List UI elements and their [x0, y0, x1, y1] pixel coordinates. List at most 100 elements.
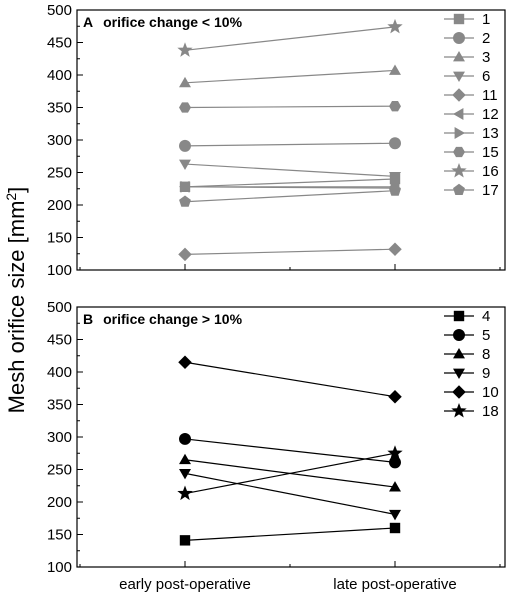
legend-label-4: 4: [482, 308, 490, 325]
legend-marker-16: [451, 162, 467, 178]
x-axis-labels: early post-operative late post-operative: [119, 576, 457, 593]
series-line-2: [184, 142, 396, 147]
series-line-10: [184, 361, 396, 398]
legend-label-5: 5: [482, 327, 490, 344]
y-tick-label: 200: [47, 494, 72, 511]
data-point-4-late: [389, 522, 401, 534]
legend-label-2: 2: [482, 30, 490, 47]
series-line-13: [184, 186, 396, 189]
y-tick-label: 300: [47, 429, 72, 446]
data-point-10-early: [178, 355, 192, 370]
y-tick-label: 450: [47, 332, 72, 349]
legend: 4 5 8 9 10 18: [444, 308, 499, 420]
legend-marker-9: [453, 368, 465, 379]
legend-marker-8: [453, 348, 465, 359]
x-tick-label: late post-operative: [333, 576, 456, 593]
data-point-9-early: [179, 468, 191, 480]
series-line-15: [184, 105, 396, 109]
legend-marker-2: [453, 32, 465, 44]
data-point-8-early: [179, 453, 191, 465]
panel-letter: A: [83, 14, 93, 30]
series-line-16: [184, 26, 396, 51]
y-tick-label: 150: [47, 230, 72, 247]
y-tick-label: 400: [47, 67, 72, 84]
y-tick-label: 150: [47, 527, 72, 544]
legend-label-1: 1: [482, 11, 490, 28]
series-line-1: [184, 178, 396, 188]
series-line-3: [184, 69, 396, 84]
plot-frame: [76, 306, 506, 568]
data-point-8-late: [389, 481, 401, 492]
data-point-16-late: [387, 18, 403, 34]
legend-marker-12: [453, 108, 464, 120]
y-tick-label: 350: [47, 397, 72, 414]
data-point-15-late: [389, 101, 401, 112]
legend-marker-18: [451, 402, 467, 418]
legend-marker-17: [453, 183, 465, 196]
y-axis-title-superscript: 2: [3, 193, 19, 201]
x-tick-label: early post-operative: [119, 576, 251, 593]
data-point-2-early: [179, 139, 191, 152]
data-point-11-late: [388, 242, 402, 256]
legend-label-9: 9: [482, 365, 490, 382]
panel-title-text: orifice change > 10%: [103, 311, 242, 327]
legend-marker-4: [453, 310, 465, 322]
y-tick-label: 300: [47, 132, 72, 149]
data-point-5-late: [389, 456, 401, 469]
legend-label-11: 11: [482, 87, 498, 104]
data-point-13-early: [180, 180, 191, 193]
legend-label-10: 10: [482, 384, 499, 401]
data-point-18-early: [177, 485, 193, 501]
panel-title-text: orifice change < 10%: [103, 14, 242, 30]
y-tick-label: 100: [47, 262, 72, 279]
data-point-5-early: [179, 432, 191, 445]
panel-letter: B: [83, 311, 93, 327]
legend-label-6: 6: [482, 68, 490, 85]
legend-marker-15: [453, 146, 465, 158]
y-tick-label: 500: [47, 2, 72, 19]
y-tick-label: 400: [47, 364, 72, 381]
data-point-17-late: [389, 184, 401, 196]
legend-label-8: 8: [482, 346, 490, 363]
data-point-3-late: [389, 64, 401, 75]
data-point-6-early: [179, 159, 191, 171]
series-line-9: [184, 472, 396, 515]
y-axis-title: Mesh orifice size [mm2]: [3, 187, 29, 414]
data-point-10-late: [388, 389, 402, 404]
data-point-16-early: [177, 42, 193, 57]
legend-marker-3: [453, 51, 465, 62]
data-point-6-late: [389, 171, 401, 183]
data-point-11-early: [178, 247, 192, 262]
y-tick-label: 500: [47, 299, 72, 316]
legend-marker-1: [453, 13, 465, 25]
series-line-4: [184, 527, 396, 541]
data-point-9-late: [389, 509, 401, 521]
legend-label-3: 3: [482, 49, 490, 66]
legend-label-15: 15: [482, 144, 499, 161]
legend-marker-6: [453, 71, 465, 82]
series-line-18: [184, 452, 396, 495]
y-tick-label: 100: [47, 559, 72, 576]
data-point-15-early: [179, 102, 191, 113]
y-tick-label: 200: [47, 197, 72, 214]
legend-marker-13: [454, 127, 465, 139]
data-point-4-early: [179, 535, 191, 546]
data-point-3-early: [179, 76, 191, 88]
legend-label-18: 18: [482, 403, 499, 420]
y-tick-label: 250: [47, 462, 72, 479]
series-line-11: [184, 248, 396, 255]
legend-marker-10: [452, 385, 466, 399]
legend-label-12: 12: [482, 106, 499, 123]
data-point-17-early: [179, 195, 191, 207]
data-point-18-late: [387, 445, 403, 460]
series-line-17: [184, 190, 396, 203]
legend-label-13: 13: [482, 125, 499, 142]
panel-b: 100 150 200 250 300 350 400 450 500 B orifice chan…: [47, 299, 506, 576]
plot-frame: [76, 9, 506, 271]
series-line-6: [184, 163, 396, 177]
y-tick-label: 450: [47, 35, 72, 52]
